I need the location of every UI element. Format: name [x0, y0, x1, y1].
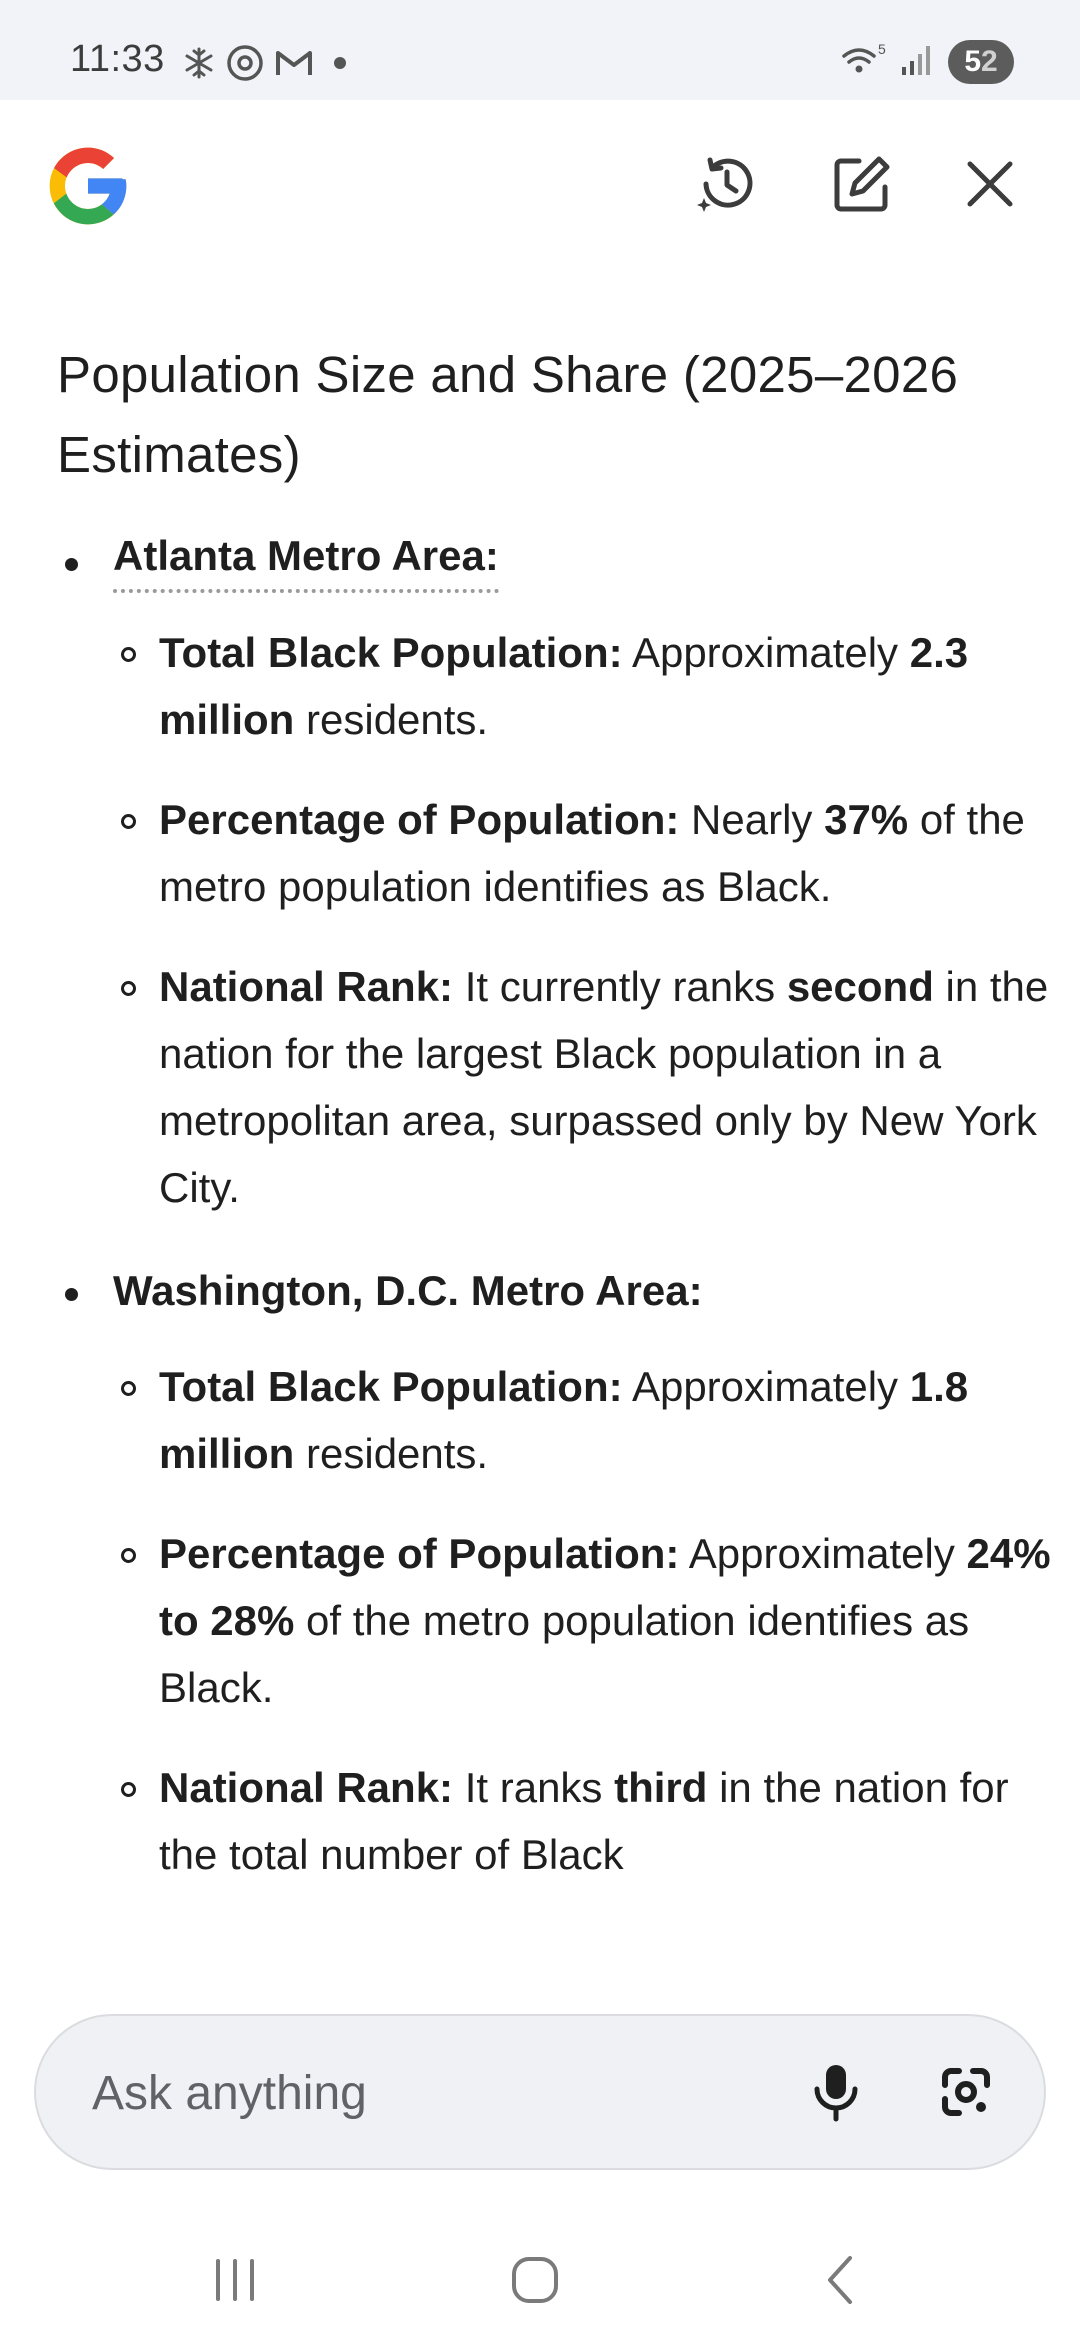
system-nav-bar: [0, 2220, 1080, 2340]
history-icon: [694, 152, 758, 221]
list-item: Total Black Population: Approximately 1.…: [113, 1353, 1063, 1487]
ask-input-placeholder[interactable]: Ask anything: [92, 2067, 367, 2120]
back-button[interactable]: [795, 2250, 885, 2314]
item-label: Total Black Population:: [159, 1363, 623, 1410]
back-icon: [822, 2254, 858, 2311]
close-icon: [962, 156, 1018, 217]
item-label: Total Black Population:: [159, 629, 623, 676]
recents-icon: [210, 2257, 260, 2308]
list-item-washington: Washington, D.C. Metro Area: Total Black…: [0, 1255, 1080, 1888]
voice-input-button[interactable]: [796, 2054, 876, 2134]
new-chat-icon: [831, 153, 893, 220]
ask-input-bar[interactable]: Ask anything: [34, 2014, 1046, 2170]
item-highlight: second: [786, 963, 934, 1010]
item-label: Percentage of Population:: [159, 1530, 680, 1577]
item-text: of the metro population identifies as Bl…: [159, 1597, 970, 1711]
notification-dot: [334, 57, 346, 69]
sub-bullet: [121, 1548, 136, 1563]
item-text: in the nation for the total number of Bl…: [159, 1764, 1009, 1878]
gmail-icon: [274, 47, 314, 79]
bullet: [65, 1288, 78, 1301]
item-text: Nearly: [679, 796, 825, 843]
app-header: [0, 100, 1080, 275]
sub-bullet: [121, 647, 136, 662]
item-text: Approximately: [679, 1530, 967, 1577]
notification-icons: [182, 44, 346, 82]
history-button[interactable]: [688, 148, 764, 224]
item-text: It ranks: [453, 1764, 615, 1811]
bullet: [65, 558, 78, 571]
item-highlight: third: [614, 1764, 708, 1811]
wifi-icon: 5: [840, 41, 886, 83]
metro-list: Atlanta Metro Area: Total Black Populati…: [0, 525, 1080, 1922]
sub-bullet: [121, 814, 136, 829]
atlanta-details: Total Black Population: Approximately 2.…: [113, 619, 1080, 1221]
svg-text:5: 5: [878, 42, 886, 57]
section-heading: Population Size and Share (2025–2026 Est…: [57, 346, 959, 483]
home-icon: [509, 2254, 561, 2311]
threads-icon: [226, 44, 264, 82]
list-item-atlanta: Atlanta Metro Area: Total Black Populati…: [0, 525, 1080, 1221]
item-highlight: 2.3 million: [159, 629, 969, 743]
google-lens-button[interactable]: [926, 2054, 1006, 2134]
item-label: National Rank:: [159, 963, 454, 1010]
signal-icon: [900, 43, 934, 82]
status-time: 11:33: [70, 38, 165, 80]
sub-bullet: [121, 1782, 136, 1797]
item-text: of the metro population identifies as Bl…: [159, 796, 1025, 910]
item-highlight: 1.8 million: [159, 1363, 969, 1477]
item-text: residents.: [294, 696, 489, 743]
sub-bullet: [121, 1381, 136, 1396]
close-button[interactable]: [952, 148, 1028, 224]
battery-level: 5: [964, 45, 981, 78]
home-button[interactable]: [490, 2250, 580, 2314]
new-chat-button[interactable]: [824, 148, 900, 224]
item-label: Percentage of Population:: [159, 796, 680, 843]
list-item: National Rank: It ranks third in the nat…: [113, 1754, 1063, 1888]
microphone-icon: [811, 2061, 861, 2128]
google-lens-icon: [937, 2063, 995, 2126]
list-item: Percentage of Population: Approximately …: [113, 1520, 1063, 1721]
recents-button[interactable]: [190, 2250, 280, 2314]
list-item: Percentage of Population: Nearly 37% of …: [113, 786, 1063, 920]
washington-details: Total Black Population: Approximately 1.…: [113, 1353, 1080, 1888]
item-text: It currently ranks: [453, 963, 787, 1010]
item-highlight: 24% to 28%: [159, 1530, 1051, 1644]
item-text: Approximately: [622, 629, 910, 676]
item-highlight: 37%: [824, 796, 909, 843]
item-text: Approximately: [622, 1363, 910, 1410]
google-g-logo: [42, 140, 134, 232]
item-text: in the nation for the largest Black popu…: [159, 963, 1049, 1211]
snowflake-icon: [182, 46, 216, 80]
item-label: National Rank:: [159, 1764, 454, 1811]
sub-bullet: [121, 981, 136, 996]
battery-level-remaining: 2: [981, 45, 998, 78]
response-content: Population Size and Share (2025–2026 Est…: [0, 275, 1080, 1990]
metro-title-link[interactable]: Atlanta Metro Area:: [113, 525, 499, 593]
item-text: residents.: [294, 1430, 489, 1477]
list-item: Total Black Population: Approximately 2.…: [113, 619, 1063, 753]
metro-title: Washington, D.C. Metro Area:: [113, 1267, 703, 1314]
list-item: National Rank: It currently ranks second…: [113, 953, 1063, 1221]
